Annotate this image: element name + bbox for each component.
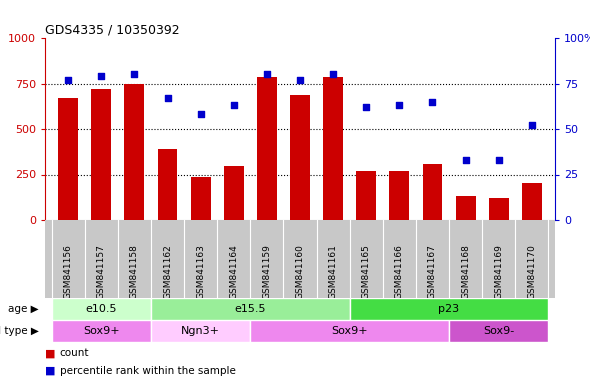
Bar	[151, 320, 250, 342]
Point	[64, 77, 73, 83]
Text: ■: ■	[45, 366, 55, 376]
Bar	[422, 164, 442, 220]
Bar	[290, 95, 310, 220]
Text: GDS4335 / 10350392: GDS4335 / 10350392	[45, 24, 179, 37]
Text: Sox9+: Sox9+	[332, 326, 368, 336]
Bar	[489, 198, 509, 220]
Text: Ngn3+: Ngn3+	[181, 326, 220, 336]
Bar	[51, 320, 151, 342]
Bar	[191, 177, 211, 220]
Bar	[455, 196, 476, 220]
Bar	[522, 183, 542, 220]
Bar	[356, 171, 376, 220]
Point	[97, 73, 106, 79]
Bar	[257, 77, 277, 220]
Text: Sox9-: Sox9-	[483, 326, 514, 336]
Text: e10.5: e10.5	[86, 304, 117, 314]
Bar	[389, 171, 409, 220]
Bar	[224, 166, 244, 220]
Bar	[158, 149, 178, 220]
Bar	[91, 89, 112, 220]
Bar	[350, 298, 548, 320]
Bar	[51, 298, 151, 320]
Point	[130, 71, 139, 78]
Text: ■: ■	[45, 348, 55, 358]
Point	[527, 122, 536, 128]
Text: e15.5: e15.5	[235, 304, 266, 314]
Bar	[250, 320, 449, 342]
Point	[428, 99, 437, 105]
Point	[362, 104, 371, 110]
Text: Sox9+: Sox9+	[83, 326, 120, 336]
Point	[196, 111, 205, 118]
Point	[229, 102, 238, 108]
Text: count: count	[60, 348, 89, 358]
Bar	[124, 84, 145, 220]
Point	[395, 102, 404, 108]
Text: age ▶: age ▶	[8, 304, 39, 314]
Bar	[323, 77, 343, 220]
Point	[163, 95, 172, 101]
Point	[262, 71, 271, 78]
Text: percentile rank within the sample: percentile rank within the sample	[60, 366, 235, 376]
Text: p23: p23	[438, 304, 460, 314]
Bar	[449, 320, 548, 342]
Bar	[151, 298, 350, 320]
Point	[329, 71, 338, 78]
Text: cell type ▶: cell type ▶	[0, 326, 39, 336]
Bar	[58, 98, 78, 220]
Point	[295, 77, 304, 83]
Point	[494, 157, 503, 163]
Point	[461, 157, 470, 163]
